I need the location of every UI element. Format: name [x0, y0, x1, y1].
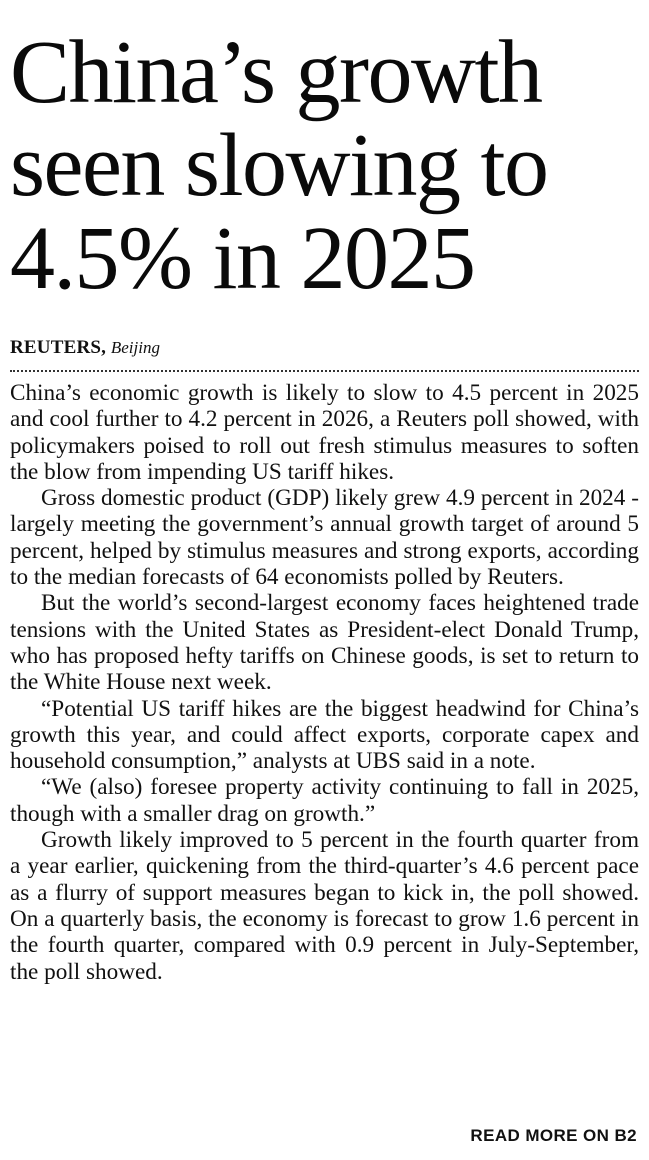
byline-agency: REUTERS, — [10, 337, 107, 358]
paragraph-6: Growth likely improved to 5 percent in t… — [10, 827, 639, 985]
dotted-divider — [10, 370, 639, 372]
paragraph-4: “Potential US tariff hikes are the bigge… — [10, 695, 639, 775]
read-more-jump-line: READ MORE ON B2 — [470, 1126, 637, 1145]
paragraph-3: But the world’s second-largest economy f… — [10, 590, 639, 696]
byline: REUTERS, Beijing — [10, 336, 639, 360]
article-body: China’s economic growth is likely to slo… — [10, 380, 639, 985]
headline-line-1: China’s growth — [10, 23, 543, 122]
paragraph-1: China’s economic growth is likely to slo… — [10, 380, 639, 485]
headline-line-2: seen slowing to — [10, 116, 549, 215]
headline: China’s growth seen slowing to 4.5% in 2… — [10, 0, 639, 305]
byline-location: Beijing — [110, 338, 160, 357]
headline-line-3: 4.5% in 2025 — [10, 209, 476, 308]
paragraph-2: Gross domestic product (GDP) likely grew… — [10, 485, 639, 591]
paragraph-5: “We (also) foresee property activity con… — [10, 774, 639, 827]
